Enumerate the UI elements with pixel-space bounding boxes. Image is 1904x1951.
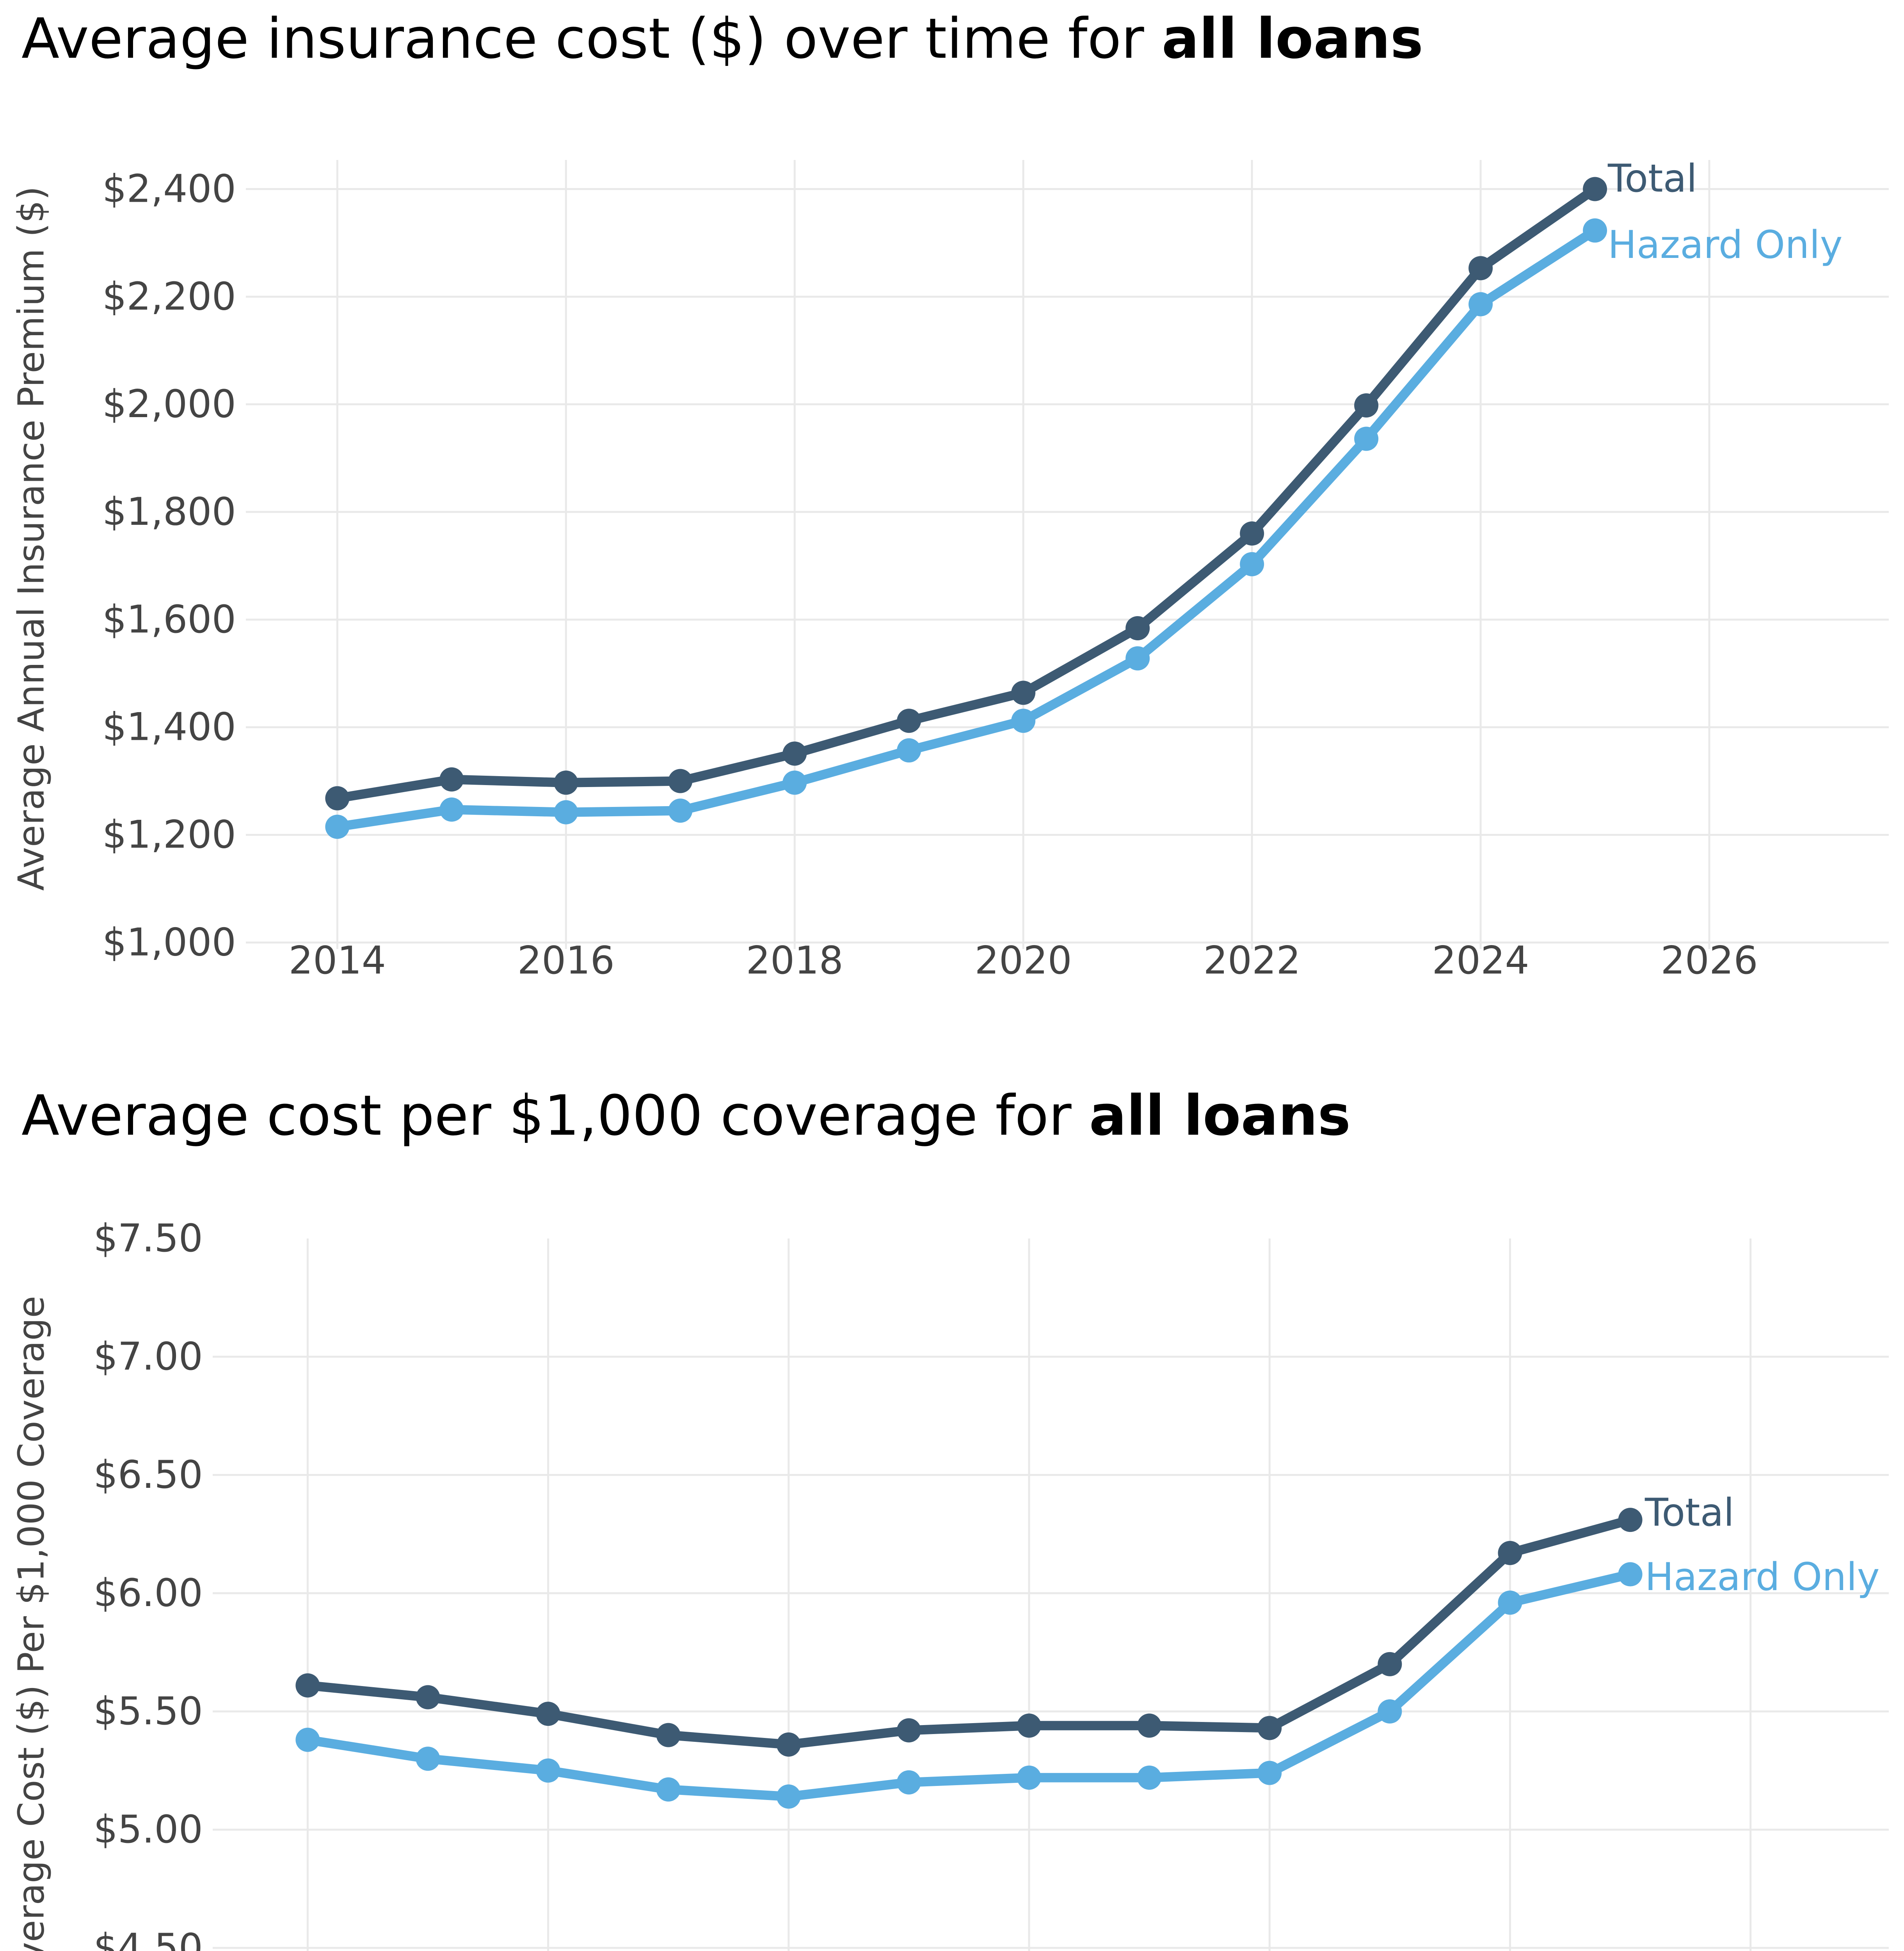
- x-tick-label: 2020: [975, 938, 1072, 983]
- series-marker-total: [1017, 1713, 1042, 1738]
- series-marker-hazard-only: [668, 798, 693, 823]
- series-marker-total: [439, 767, 464, 792]
- x-tick-label: 2014: [289, 938, 386, 983]
- legend-label-hazard-only: Hazard Only: [1645, 1555, 1880, 1599]
- chart2-title-regular: Average cost per $1,000 coverage for: [21, 1084, 1089, 1148]
- series-marker-total: [536, 1702, 560, 1726]
- series-marker-hazard-only: [897, 738, 921, 763]
- series-marker-total: [1011, 681, 1036, 705]
- x-tick-label: 2018: [746, 938, 843, 983]
- chart1-title: Average insurance cost ($) over time for…: [21, 6, 1423, 72]
- chart2-title-bold: all loans: [1089, 1084, 1351, 1148]
- series-marker-hazard-only: [1017, 1765, 1042, 1790]
- series-marker-total: [295, 1673, 320, 1698]
- series-marker-hazard-only: [325, 814, 350, 839]
- series-marker-hazard-only: [554, 800, 578, 824]
- chart1-title-bold: all loans: [1161, 7, 1424, 71]
- y-tick-label: $5.00: [93, 1807, 203, 1852]
- y-tick-label: $6.50: [93, 1453, 203, 1497]
- series-marker-total: [1378, 1652, 1402, 1676]
- series-marker-total: [1240, 521, 1264, 546]
- series-line-hazard-only: [332, 226, 1600, 832]
- series-marker-hazard-only: [439, 797, 464, 822]
- series-marker-total: [1257, 1716, 1282, 1740]
- series-marker-hazard-only: [896, 1770, 921, 1795]
- y-tick-label: $1,200: [102, 813, 236, 857]
- y-tick-label: $1,600: [102, 597, 236, 642]
- series-marker-total: [416, 1685, 440, 1709]
- series-marker-total: [1618, 1508, 1643, 1532]
- series-marker-hazard-only: [1125, 646, 1150, 671]
- y-tick-label: $5.50: [93, 1689, 203, 1734]
- x-tick-label: 2024: [1432, 938, 1529, 983]
- series-marker-hazard-only: [776, 1784, 801, 1809]
- legend-label-total: Total: [1607, 156, 1697, 201]
- y-tick-label: $1,000: [102, 920, 236, 965]
- series-marker-total: [776, 1732, 801, 1757]
- series-marker-total: [1354, 393, 1379, 418]
- series-marker-total: [656, 1723, 681, 1747]
- y-tick-label: $7.00: [93, 1334, 203, 1379]
- series-marker-hazard-only: [1137, 1765, 1162, 1790]
- series-marker-total: [1498, 1541, 1522, 1565]
- series-marker-hazard-only: [1354, 426, 1379, 451]
- y-tick-label: $4.50: [93, 1926, 203, 1951]
- y-tick-label: $2,200: [102, 274, 236, 319]
- series-line-total: [332, 184, 1600, 803]
- series-marker-hazard-only: [1468, 292, 1493, 316]
- series-marker-hazard-only: [1257, 1761, 1282, 1785]
- series-marker-total: [325, 786, 350, 810]
- series-marker-hazard-only: [416, 1747, 440, 1771]
- series-marker-hazard-only: [1011, 709, 1036, 733]
- series-marker-total: [554, 770, 578, 795]
- series-marker-hazard-only: [1378, 1699, 1402, 1724]
- series-marker-hazard-only: [295, 1727, 320, 1752]
- series-line-total: [303, 1515, 1635, 1749]
- chart-1: 2014 2016 2018 2020 2022 2024 2026 $1,000 $1,200…: [102, 156, 1889, 983]
- legend-label-total: Total: [1644, 1491, 1734, 1535]
- series-marker-hazard-only: [1240, 552, 1264, 576]
- legend-label-hazard-only: Hazard Only: [1608, 223, 1843, 267]
- y-tick-label: $7.50: [93, 1216, 203, 1261]
- series-marker-total: [1468, 256, 1493, 281]
- chart1-title-regular: Average insurance cost ($) over time for: [21, 7, 1162, 71]
- series-marker-total: [782, 741, 807, 766]
- series-marker-hazard-only: [1618, 1562, 1643, 1587]
- series-marker-hazard-only: [536, 1758, 560, 1783]
- series-marker-hazard-only: [656, 1777, 681, 1802]
- series-marker-hazard-only: [1498, 1590, 1522, 1615]
- x-tick-label: 2022: [1203, 938, 1300, 983]
- series-marker-total: [1125, 616, 1150, 640]
- series-line-hazard-only: [303, 1569, 1635, 1802]
- x-tick-label: 2026: [1660, 938, 1758, 983]
- y-tick-label: $2,000: [102, 382, 236, 426]
- series-marker-total: [1583, 177, 1607, 201]
- y-tick-label: $1,400: [102, 705, 236, 750]
- series-marker-hazard-only: [782, 770, 807, 795]
- chart2-title: Average cost per $1,000 coverage for all…: [21, 1083, 1351, 1149]
- y-tick-label: $6.00: [93, 1571, 203, 1615]
- series-marker-total: [668, 769, 693, 793]
- series-marker-hazard-only: [1583, 218, 1607, 243]
- y-tick-label: $2,400: [102, 167, 236, 211]
- chart-2: 2014201620182020202220242026$4.00$4.50$5…: [93, 1216, 1889, 1951]
- y-tick-label: $1,800: [102, 490, 236, 534]
- x-tick-label: 2016: [517, 938, 615, 983]
- series-marker-total: [896, 1718, 921, 1743]
- series-marker-total: [1137, 1713, 1162, 1738]
- series-marker-total: [897, 709, 921, 733]
